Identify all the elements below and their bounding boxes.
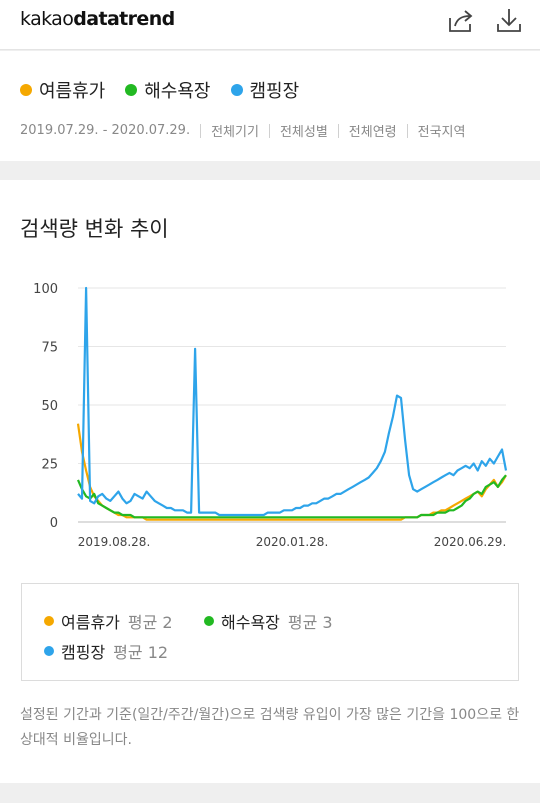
keyword-list: 여름휴가 해수욕장 캠핑장 <box>20 77 299 103</box>
legend-item-1: 해수욕장 평균 3 <box>204 609 333 633</box>
y-tick-label: 0 <box>50 516 58 531</box>
y-tick-label: 50 <box>41 399 58 414</box>
y-tick-label: 25 <box>41 458 58 473</box>
x-tick-label: 2019.08.28. <box>78 535 151 549</box>
keyword-label: 캠핑장 <box>249 81 300 102</box>
chart-legend: 여름휴가 평균 2 해수욕장 평균 3 캠핑장 평균 12 <box>21 583 519 681</box>
keyword-chip-1[interactable]: 해수욕장 <box>125 77 211 103</box>
filter-period[interactable]: 2019.07.29. - 2020.07.29. <box>20 123 191 138</box>
keyword-dot-icon <box>125 84 138 96</box>
filter-summary: 2019.07.29. - 2020.07.29. 전체기기 전체성별 전체연령… <box>20 121 465 140</box>
x-tick-label: 2020.01.28. <box>256 535 329 549</box>
filter-device[interactable]: 전체기기 <box>211 125 259 140</box>
filter-region[interactable]: 전국지역 <box>417 125 466 140</box>
keyword-dot-icon <box>230 84 243 96</box>
chart-note: 설정된 기간과 기준(일간/주간/월간)으로 검색량 유입이 가장 많은 기간을… <box>20 707 520 748</box>
keyword-label: 해수욕장 <box>144 81 211 102</box>
keyword-chip-2[interactable]: 캠핑장 <box>230 77 300 103</box>
legend-dot-icon <box>44 616 54 626</box>
section-title: 검색량 변화 추이 <box>20 217 169 241</box>
legend-dot-icon <box>44 646 54 656</box>
download-icon[interactable] <box>494 6 524 36</box>
keyword-dot-icon <box>20 84 32 96</box>
brand-light-text: kakao <box>20 8 74 30</box>
legend-item-2: 캠핑장 평균 12 <box>44 639 168 663</box>
y-tick-label: 100 <box>33 282 58 297</box>
divider <box>200 123 202 138</box>
series-line-2[interactable] <box>77 286 508 517</box>
filter-panel: 여름휴가 해수욕장 캠핑장 2019.07.29. - 2020.07.29. … <box>0 51 540 161</box>
filter-age[interactable]: 전체연령 <box>348 125 397 140</box>
brand-logo[interactable]: kakaodatatrend <box>20 8 175 30</box>
keyword-chip-0[interactable]: 여름휴가 <box>20 77 105 103</box>
divider <box>268 123 270 138</box>
legend-name: 해수욕장 <box>221 613 280 632</box>
legend-dot-icon <box>204 616 214 626</box>
share-icon[interactable] <box>445 6 475 36</box>
brand-bold-text: datatrend <box>73 8 175 30</box>
legend-name: 캠핑장 <box>61 643 106 662</box>
trend-line-chart: 0 25 50 75 100 2019.08.28. 2020.01.28. 2020.06.… <box>33 282 508 549</box>
legend-average: 평균 2 <box>127 613 173 632</box>
series-line-0[interactable] <box>76 423 507 521</box>
legend-name: 여름휴가 <box>61 613 120 632</box>
trend-card: 검색량 변화 추이 0 25 50 75 100 2019.08.28. 2020.01.2… <box>0 180 540 783</box>
divider <box>337 123 339 138</box>
divider <box>406 123 408 138</box>
x-tick-label: 2020.06.29. <box>434 535 507 549</box>
legend-average: 평균 3 <box>287 613 333 632</box>
filter-gender[interactable]: 전체성별 <box>279 125 328 140</box>
legend-item-0: 여름휴가 평균 2 <box>44 609 173 633</box>
y-tick-label: 75 <box>41 341 58 356</box>
top-bar: kakaodatatrend <box>0 0 540 50</box>
legend-average: 평균 12 <box>113 643 169 662</box>
keyword-label: 여름휴가 <box>39 81 106 102</box>
series-line-1[interactable] <box>76 474 507 519</box>
